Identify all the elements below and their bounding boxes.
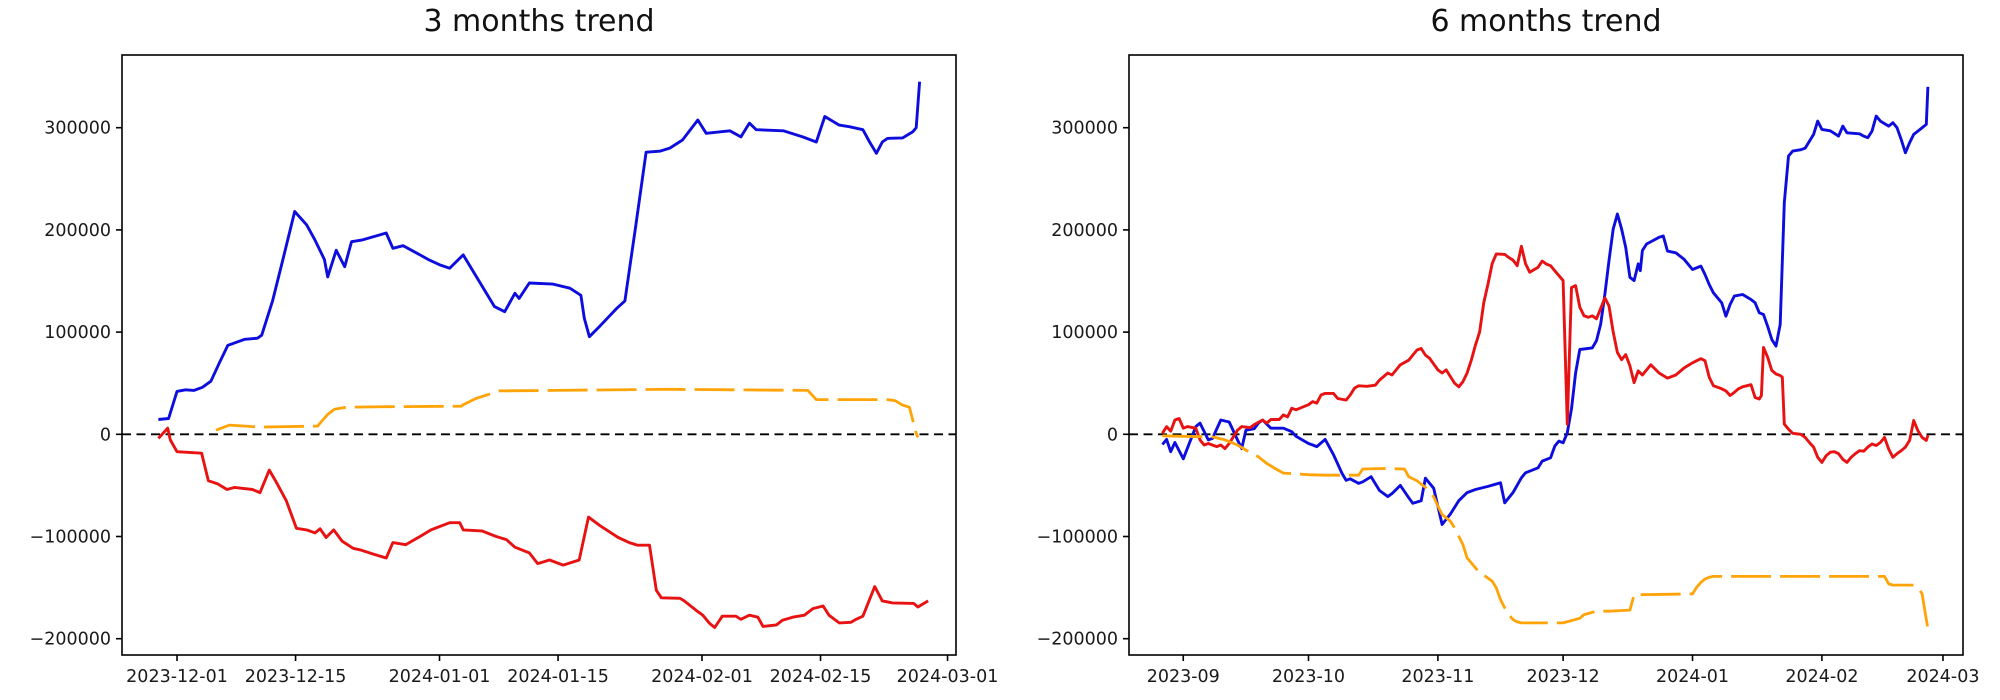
x-axis-tick-label: 2023-10 [1272,667,1345,687]
series-line-orange-cumulative [1162,434,1929,627]
series-line-orange-cumulative [215,387,920,438]
chart-canvas-6-months: −200000 −100000 0 100000 200000 300000 2023-09… [1037,54,1980,687]
chart-canvas-3-months: −200000 −100000 0 100000 200000 300000 2023-12… [30,54,999,687]
y-axis-tick-label: 0 [100,425,111,445]
y-axis-tick-label: 100000 [1051,323,1118,343]
y-axis-tick-label: 300000 [1051,119,1118,139]
x-axis-tick-label: 2023-12-15 [245,667,347,687]
y-axis-tick-label: −200000 [30,630,111,650]
x-axis-tick-label: 2024-02 [1785,667,1858,687]
x-axis-tick-label: 2024-01-01 [389,667,491,687]
x-axis-tick-label: 2024-02-15 [770,667,872,687]
x-axis-tick-label: 2024-03 [1906,667,1979,687]
x-axis-tick-label: 2024-01 [1656,667,1729,687]
x-axis-tick-label: 2024-03-01 [897,667,999,687]
x-axis-tick-label: 2023-11 [1401,667,1474,687]
y-axis-tick-label: 200000 [44,221,111,241]
y-axis-tick-label: −100000 [30,528,111,548]
series-line-red-cumulative [1161,244,1930,464]
series-line-red-cumulative [157,426,929,629]
x-axis-tick-label: 2024-01-15 [507,667,609,687]
y-axis-tick-label: −200000 [1037,630,1118,650]
x-axis-tick-label: 2023-09 [1147,667,1220,687]
series-line-blue-cumulative [1161,86,1930,526]
y-axis-tick-label: 100000 [44,323,111,343]
chart-title-3-months: 3 months trend [423,4,655,39]
x-axis-tick-label: 2023-12-01 [126,667,228,687]
plot-border [121,54,957,656]
y-axis-tick-label: 300000 [44,119,111,139]
series-line-blue-cumulative [158,81,922,421]
chart-title-6-months: 6 months trend [1430,4,1662,39]
y-axis-tick-label: 200000 [1051,221,1118,241]
y-axis-tick-label: 0 [1107,425,1118,445]
plot-border [1128,54,1964,656]
x-axis-tick-label: 2024-02-01 [651,667,753,687]
y-axis-tick-label: −100000 [1037,528,1118,548]
x-axis-tick-label: 2023-12 [1527,667,1600,687]
